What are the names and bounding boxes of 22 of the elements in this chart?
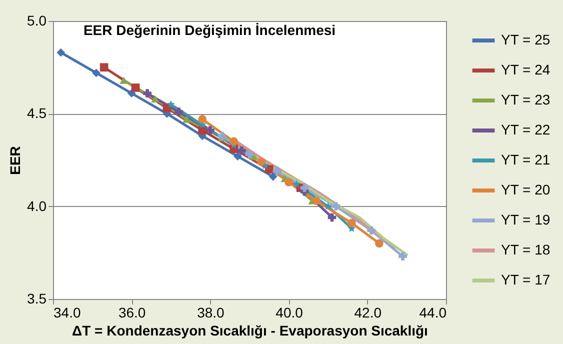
y-axis-title: EER: [7, 146, 24, 175]
chart-title: EER Değerinin Değişimin İncelenmesi: [83, 22, 336, 38]
y-tick-label: 5.0: [27, 12, 47, 28]
x-tick-label: 40.0: [276, 304, 304, 320]
x-tick-label: 36.0: [118, 304, 146, 320]
legend-label: YT = 18: [501, 242, 550, 258]
legend-label: YT = 22: [501, 122, 550, 138]
legend-label: YT = 17: [501, 272, 550, 288]
x-tick-label: 38.0: [197, 304, 225, 320]
legend-label: YT = 19: [501, 212, 550, 228]
x-axis-title: ΔT = Kondenzasyon Sıcaklığı - Evaporasyon Sıcaklığı: [72, 322, 428, 338]
x-tick-label: 44.0: [419, 304, 447, 320]
y-tick-label: 3.5: [27, 290, 47, 306]
legend-label: YT = 25: [501, 32, 550, 48]
legend-label: YT = 24: [501, 62, 550, 78]
legend-label: YT = 20: [501, 182, 550, 198]
legend-label: YT = 23: [501, 92, 550, 108]
y-tick-label: 4.0: [27, 198, 47, 214]
legend-label: YT = 21: [501, 152, 550, 168]
x-tick-label: 34.0: [54, 304, 81, 320]
y-tick-label: 4.5: [27, 105, 47, 122]
x-tick-label: 42.0: [354, 304, 382, 320]
